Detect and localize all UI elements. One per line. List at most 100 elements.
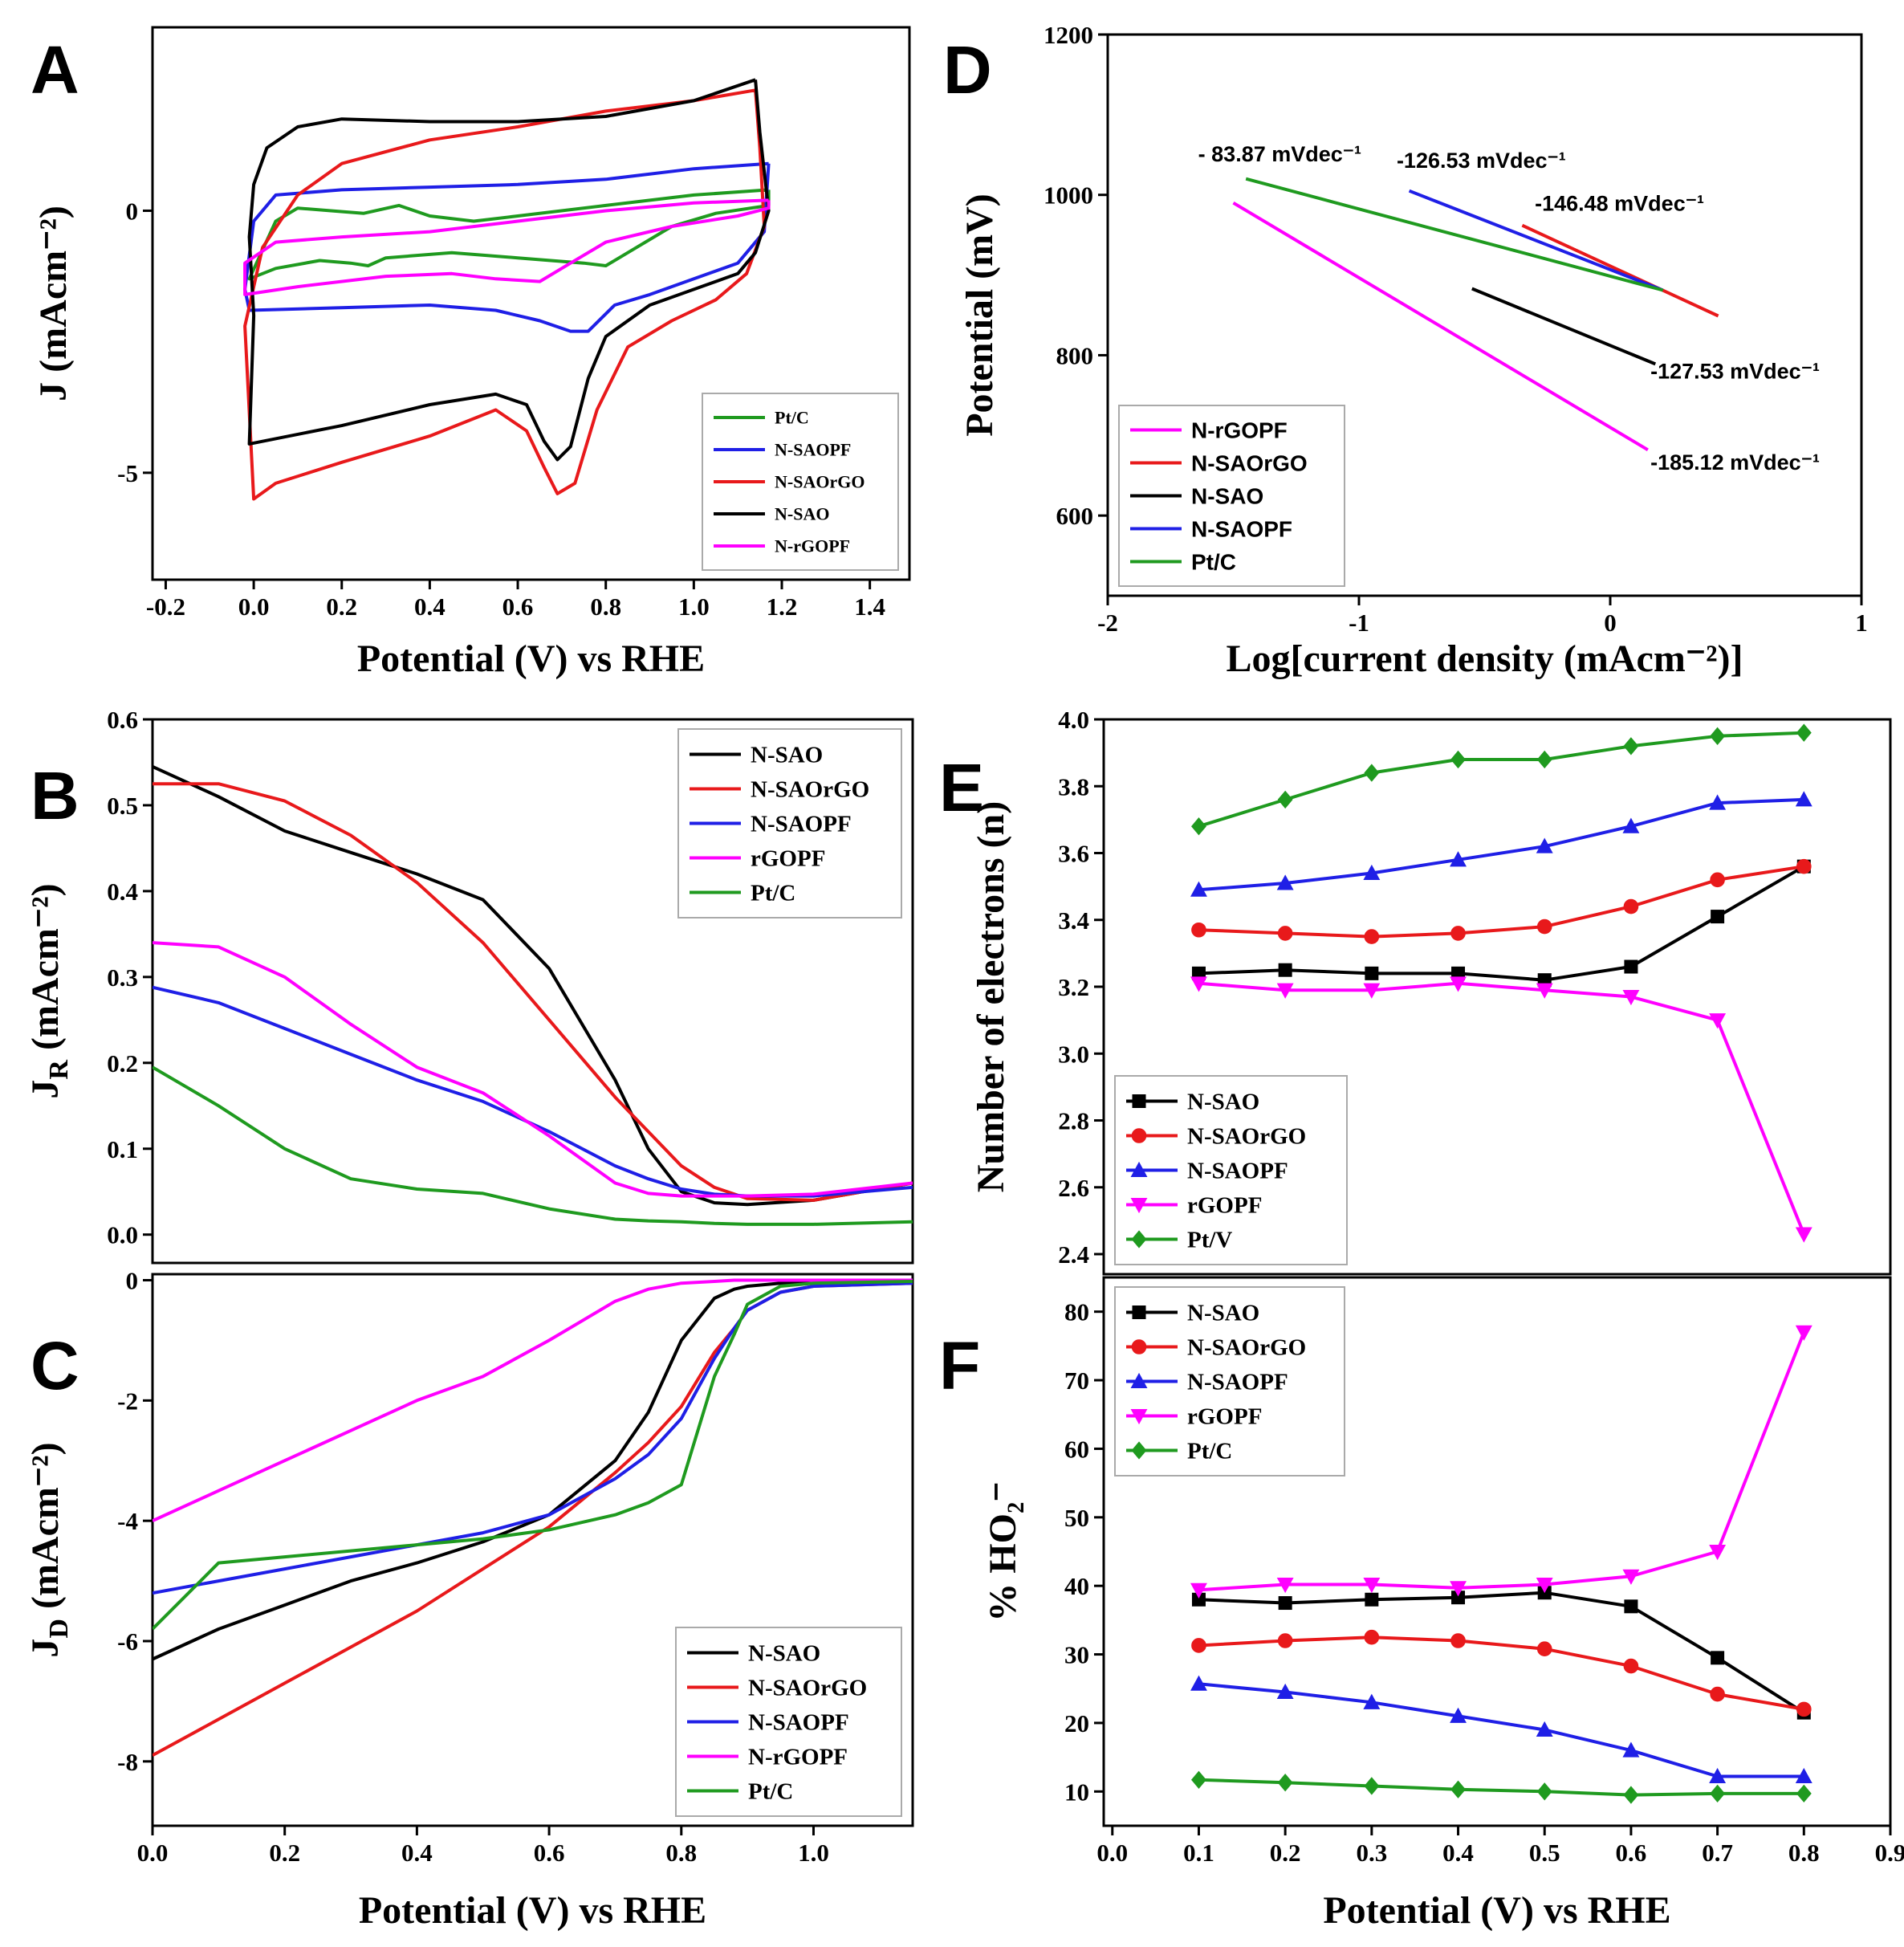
x-tick-label: 0.0 — [137, 1839, 169, 1867]
y-tick-label: 0.3 — [107, 963, 138, 992]
series-line — [1408, 189, 1664, 292]
x-tick-label: 0.1 — [1183, 1839, 1214, 1867]
y-axis-label-main: J — [24, 1080, 67, 1099]
panel: B0.00.10.20.30.40.50.6N-SAON-SAOrGON-SAO… — [24, 706, 914, 1265]
marker — [1450, 926, 1466, 941]
x-tick-label: -0.2 — [146, 593, 185, 621]
x-tick-label: 0.3 — [1356, 1839, 1387, 1867]
marker — [1709, 794, 1727, 810]
panel-label: D — [943, 32, 992, 108]
y-tick-label: 800 — [1056, 341, 1094, 369]
marker — [1363, 1693, 1381, 1709]
plot-area — [153, 764, 913, 1226]
legend-label: Pt/C — [775, 408, 809, 428]
x-tick-label: 0.8 — [590, 593, 621, 621]
marker — [1365, 1592, 1379, 1607]
legend-marker — [1132, 1305, 1146, 1319]
marker — [1190, 881, 1207, 897]
marker — [1364, 929, 1380, 944]
y-tick-label: 0.0 — [107, 1221, 138, 1249]
y-tick-label: -6 — [117, 1627, 138, 1656]
legend: N-rGOPF N-SAOrGO N-SAO N-SAOPF Pt/C — [1118, 405, 1345, 587]
marker — [1711, 910, 1725, 924]
legend-marker — [1131, 1441, 1147, 1460]
marker — [1276, 983, 1294, 999]
y-tick-label: 3.2 — [1058, 973, 1089, 1001]
x-tick-label: 1 — [1855, 609, 1868, 637]
marker — [1364, 764, 1380, 782]
legend-label: N-SAO — [751, 743, 823, 768]
marker — [1709, 1545, 1727, 1561]
marker — [1536, 1577, 1553, 1594]
marker — [1450, 1707, 1467, 1723]
y-axis-label: J (mAcm⁻²) — [32, 206, 75, 401]
series-line — [1198, 865, 1805, 982]
marker — [1623, 1658, 1639, 1674]
annotation: -185.12 mVdec⁻¹ — [1650, 450, 1820, 475]
plot-frame — [151, 1273, 914, 1827]
y-tick-label: 30 — [1064, 1641, 1089, 1669]
series-line — [243, 198, 771, 296]
annotation: -127.53 mVdec⁻¹ — [1650, 359, 1820, 383]
marker — [1276, 1577, 1294, 1594]
marker — [1623, 898, 1639, 914]
y-axis-label-sub: D — [44, 1619, 74, 1639]
y-tick-label: -8 — [117, 1748, 138, 1776]
plot-area — [1232, 177, 1719, 452]
panel-label: C — [31, 1328, 79, 1403]
marker — [1796, 1701, 1812, 1717]
marker — [1450, 851, 1467, 867]
marker — [1622, 1569, 1640, 1585]
x-tick-label: 1.4 — [854, 593, 885, 621]
panel-label: B — [31, 758, 79, 833]
plot-area — [1190, 1325, 1812, 1804]
plot-frame — [1106, 33, 1863, 597]
series-line — [153, 1065, 913, 1226]
marker — [1450, 1633, 1466, 1648]
y-tick-label: -2 — [117, 1387, 138, 1415]
y-tick-label: 70 — [1064, 1367, 1089, 1395]
marker — [1276, 1683, 1294, 1700]
marker — [1276, 874, 1294, 890]
y-tick-label: 0.1 — [107, 1135, 138, 1163]
marker — [1622, 1741, 1640, 1758]
marker — [1710, 1686, 1725, 1702]
annotation: -126.53 mVdec⁻¹ — [1397, 149, 1566, 173]
marker — [1536, 750, 1552, 769]
x-tick-label: 0.2 — [269, 1839, 300, 1867]
marker — [1277, 926, 1293, 941]
plot-frame — [1102, 1276, 1892, 1827]
legend-label: N-SAOrGO — [751, 777, 869, 803]
plot-area — [153, 1278, 913, 1758]
legend-label: N-SAO — [1191, 483, 1263, 508]
y-tick-label: 80 — [1064, 1298, 1089, 1326]
series-line — [1198, 731, 1804, 829]
series-line — [153, 1280, 913, 1631]
series-line — [153, 1281, 913, 1595]
marker — [1623, 737, 1639, 756]
legend-marker — [1130, 1409, 1148, 1425]
marker — [1536, 1721, 1553, 1737]
legend-label: N-SAO — [775, 504, 829, 524]
series-line — [153, 941, 913, 1198]
y-tick-label: 40 — [1064, 1572, 1089, 1600]
marker — [1536, 983, 1553, 999]
legend-label: N-SAOrGO — [1191, 450, 1308, 475]
panel: E 2.4 2.6 2.8 3.0 3.2 3.4 3.6 3.8 4.0 N-SAO N-SAOrG… — [939, 706, 1892, 1276]
legend-marker — [1131, 1128, 1147, 1143]
plot-area — [1190, 723, 1812, 1243]
marker — [1622, 990, 1640, 1006]
marker — [1190, 976, 1207, 992]
x-tick-label: 0.5 — [1529, 1839, 1560, 1867]
marker — [1624, 1599, 1638, 1614]
x-tick-label: 0.6 — [1616, 1839, 1647, 1867]
marker — [1450, 1780, 1466, 1798]
series-line — [1521, 223, 1719, 318]
legend-label: Pt/V — [1187, 1228, 1232, 1253]
marker — [1278, 963, 1292, 977]
y-axis-label-unit: (mAcm⁻²) — [24, 883, 67, 1050]
y-tick-label: 4.0 — [1058, 706, 1089, 734]
series-line — [153, 1278, 913, 1523]
y-axis-label: Number of electrons (n) — [970, 801, 1012, 1192]
